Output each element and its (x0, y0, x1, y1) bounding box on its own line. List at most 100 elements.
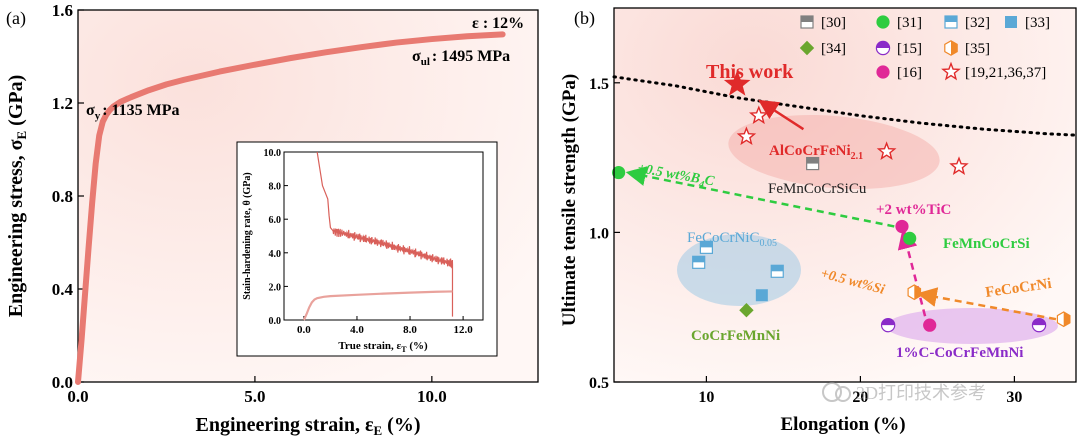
inset-y-tick-label: 4.0 (269, 249, 282, 260)
star-open-marker (736, 126, 757, 146)
circle-half-fill (876, 41, 890, 48)
inset-y-tick-label: 2.0 (269, 282, 282, 293)
y-tick-label-b: 0.5 (589, 375, 609, 392)
x-axis-label-a: Engineering strain, εE (%) (196, 414, 421, 438)
carbon-cocrfemnni-region (886, 308, 1058, 344)
legend-label: [34] (821, 41, 846, 57)
data-point (949, 156, 969, 175)
yield-strength-annotation: σy: 1135 MPa (86, 102, 180, 122)
data-point (755, 289, 768, 302)
x-tick-label-a: 0.0 (67, 387, 88, 406)
this-work-arrow (758, 99, 805, 131)
inset-y-label: Stain-hardening rate, θ (GPa) (242, 172, 253, 299)
ultimate-strength-annotation: σul: 1495 MPa (412, 48, 510, 68)
strain-hardening-curve (316, 151, 454, 317)
circle-marker (903, 231, 917, 245)
legend-label: [30] (821, 15, 846, 31)
circle-marker (876, 65, 890, 79)
legend-label: [16] (897, 65, 922, 81)
inset-x-tick-label: 4.0 (350, 324, 364, 336)
data-point (876, 141, 897, 160)
legend-label: [32] (965, 15, 990, 31)
y-tick-label-a: 0.8 (52, 187, 73, 206)
carbon-cocrfemnni-label: 1%C-CoCrFeMnNi (896, 345, 1023, 361)
watermark-logo-icon (822, 382, 842, 402)
star-open-marker (876, 141, 897, 160)
data-point (923, 318, 937, 332)
legend-marker (800, 15, 814, 29)
data-point (770, 264, 784, 278)
inset-y-tick-label: 10.0 (264, 148, 282, 159)
legend-label: [35] (965, 41, 990, 57)
y-tick-label-a: 0.4 (52, 280, 74, 299)
this-work-label: This work (706, 61, 794, 83)
circle-marker (612, 165, 626, 180)
legend-label: [33] (1025, 15, 1050, 31)
square-half-fill (945, 16, 957, 22)
diamond-marker (739, 302, 754, 318)
y-axis-label-a: Engineering stress, σE (GPa) (5, 75, 29, 318)
inset-x-tick-label: 12.0 (453, 324, 473, 336)
y-tick-label-a: 0.0 (52, 373, 73, 392)
star-open-marker (949, 156, 969, 175)
fecocrnic-label: FeCoCrNiC0.05 (687, 230, 777, 249)
tic-label: +2 wt%TiC (876, 202, 951, 218)
alcocrfeni-label: AlCoCrFeNi2.1 (769, 143, 863, 162)
data-point (1031, 317, 1047, 333)
strength-ductility-trend-line (612, 75, 1078, 137)
elongation-annotation: ε : 12% (472, 15, 524, 32)
legend-marker (875, 40, 891, 56)
square-half-fill (801, 16, 813, 22)
legend-marker (799, 40, 815, 56)
hexagon-half-fill (1063, 311, 1070, 327)
legend-marker (876, 65, 890, 79)
data-point (907, 284, 922, 301)
diamond-marker (799, 40, 815, 56)
x-axis-label-b: Elongation (%) (780, 414, 905, 435)
data-point (739, 302, 754, 318)
data-point (748, 105, 769, 125)
x-tick-label-a: 5.0 (244, 387, 265, 406)
data-point (692, 255, 706, 269)
inset-y-tick-label: 0.0 (269, 316, 282, 327)
alcocrfeni-region (728, 114, 940, 190)
star-filled-marker (723, 70, 751, 96)
hexagon-half-fill (914, 285, 921, 300)
circle-marker (895, 219, 909, 234)
square-marker (755, 289, 768, 302)
watermark-text: 3D打印技术参考 (856, 383, 986, 403)
panel-b-label: (b) (574, 8, 595, 29)
legend-label: [15] (897, 41, 922, 57)
inset-y-tick-label: 8.0 (269, 182, 282, 193)
axes-frame-b (613, 7, 1077, 383)
femncocrsicu-label: FeMnCoCrSiCu (768, 181, 867, 197)
legend-label: [19,21,36,37] (965, 65, 1046, 81)
data-point (1056, 311, 1071, 328)
watermark-logo-icon-2 (835, 386, 851, 402)
si-arrow (916, 287, 1057, 321)
data-point (699, 240, 714, 254)
inset-x-tick-label: 8.0 (403, 324, 417, 336)
inset-y-tick-label: 6.0 (269, 215, 282, 226)
circle-half-fill (1032, 318, 1046, 326)
panel-a: (a) 0.0 5.0 10.0 0.0 0.4 0.8 1.2 1.6 Engineerin… (5, 1, 539, 438)
circle-half-fill (881, 318, 895, 326)
legend-marker (944, 40, 958, 56)
square-half-fill (806, 157, 819, 164)
stress-strain-curve (75, 31, 506, 385)
square-half-fill (692, 256, 705, 263)
legend-marker (876, 15, 890, 29)
data-point (806, 156, 820, 171)
inset-chart: 0.0 4.0 8.0 12.0 0.0 2.0 4.0 6.0 8.0 10.0 True st… (236, 141, 498, 357)
legend-marker (944, 15, 958, 29)
data-point (736, 126, 757, 146)
inset-frame (283, 151, 484, 321)
y-tick-label-b: 1.0 (589, 225, 609, 242)
data-point (612, 165, 626, 180)
square-half-fill (771, 265, 784, 272)
circle-marker (876, 15, 890, 29)
inset-ticks: 0.0 4.0 8.0 12.0 0.0 2.0 4.0 6.0 8.0 10.0 (264, 148, 474, 336)
y-tick-label-a: 1.6 (52, 1, 73, 20)
star-open-marker (748, 105, 769, 125)
x-tick-label-b: 20 (852, 389, 868, 406)
